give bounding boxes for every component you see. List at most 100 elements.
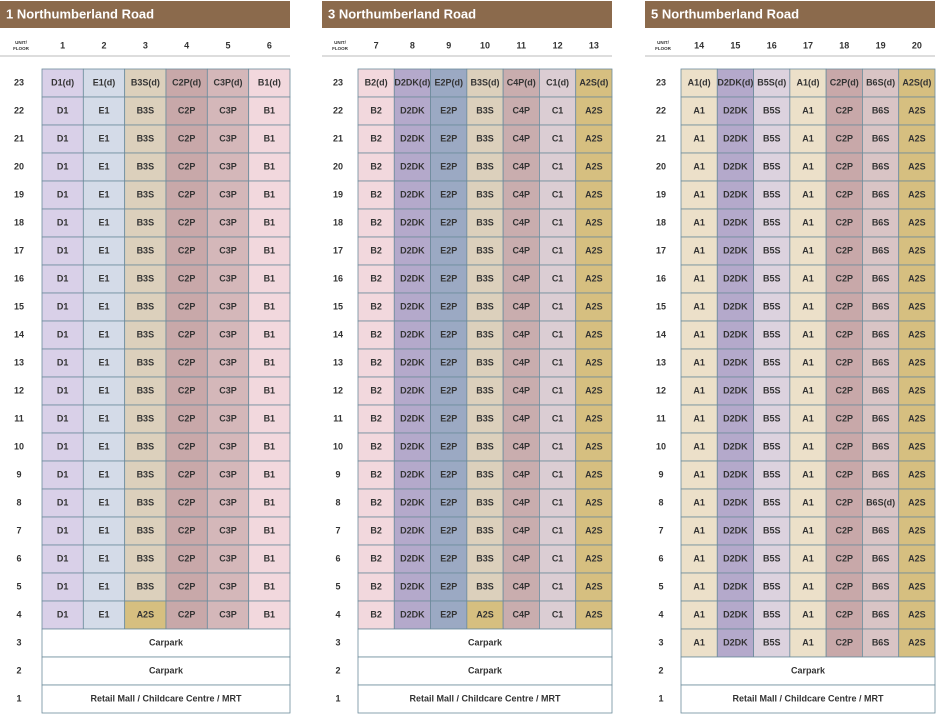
unit-type: B3S (476, 385, 494, 395)
floor-number: 16 (14, 273, 24, 283)
unit-type: B1 (264, 301, 276, 311)
unit-type: B5S (763, 105, 781, 115)
unit-cell (680, 376, 718, 406)
unit-type: B6S (872, 525, 890, 535)
unit-cell (680, 572, 718, 602)
unit-cell (248, 96, 291, 126)
unit-cell (862, 236, 900, 266)
unit-type: C3P (219, 217, 237, 227)
unit-cell (393, 348, 431, 378)
unit-cell (789, 124, 827, 154)
unit-cell (248, 376, 291, 406)
unit-type: A2S (908, 609, 926, 619)
unit-type: C3P (219, 273, 237, 283)
floor-number: 17 (656, 245, 666, 255)
unit-cell (716, 320, 754, 350)
unit-type: D1 (57, 105, 69, 115)
unit-type: B6S(d) (866, 497, 895, 507)
unit-type: B3S (476, 497, 494, 507)
unit-type: C2P (836, 609, 854, 619)
unit-cell (862, 292, 900, 322)
unit-type: C4P (513, 357, 531, 367)
unit-cell (898, 600, 936, 630)
unit-type: C4P (513, 469, 531, 479)
unit-type: D1 (57, 469, 69, 479)
floor-number: 3 (16, 637, 21, 647)
floor-number: 23 (333, 77, 343, 87)
unit-cell (753, 208, 791, 238)
unit-type: B5S (763, 161, 781, 171)
unit-type: C4P (513, 525, 531, 535)
unit-type: C2P (836, 273, 854, 283)
unit-type: A2S (585, 189, 603, 199)
unit-cell (898, 628, 936, 658)
floor-number: 18 (333, 217, 343, 227)
unit-cell (393, 376, 431, 406)
unit-type: B2 (370, 301, 382, 311)
unit-cell (393, 516, 431, 546)
unit-type: D2DK (723, 525, 748, 535)
unit-type: E1 (98, 441, 109, 451)
unit-type: D2DK (723, 217, 748, 227)
unit-number: 16 (767, 40, 777, 50)
unit-cell (41, 180, 84, 210)
unit-type: D2DK (400, 245, 425, 255)
unit-type: B3S (137, 581, 155, 591)
unit-cell (248, 152, 291, 182)
unit-type: C3P (219, 581, 237, 591)
unit-cell (575, 320, 613, 350)
unit-type: C3P (219, 189, 237, 199)
unit-type: C3P (219, 385, 237, 395)
unit-type: B3S (137, 245, 155, 255)
unit-type: D1 (57, 525, 69, 535)
unit-cell (825, 516, 863, 546)
unit-type: C2P (836, 441, 854, 451)
unit-cell (466, 460, 504, 490)
unit-cell (898, 544, 936, 574)
unit-type: B2 (370, 357, 382, 367)
floor-number: 2 (658, 665, 663, 675)
unit-type: B6S (872, 637, 890, 647)
unit-type: D1 (57, 133, 69, 143)
unit-number: 17 (803, 40, 813, 50)
unit-cell (41, 152, 84, 182)
unit-cell (124, 544, 167, 574)
unit-type: E1 (98, 105, 109, 115)
unit-cell (165, 460, 208, 490)
unit-cell (502, 348, 540, 378)
unit-type: E2P (440, 413, 457, 423)
unit-cell (789, 292, 827, 322)
unit-cell (82, 488, 126, 518)
unit-cell (466, 152, 504, 182)
unit-type: A2S (585, 301, 603, 311)
unit-type: C2P (836, 301, 854, 311)
unit-type: C4P (513, 553, 531, 563)
unit-cell (716, 348, 754, 378)
unit-type: C3P (219, 553, 237, 563)
unit-type: D1 (57, 161, 69, 171)
unit-cell (357, 320, 395, 350)
header-label: FLOOR (332, 46, 348, 51)
unit-type: A2S (137, 609, 155, 619)
unit-cell (248, 516, 291, 546)
unit-type: E2P (440, 189, 457, 199)
shared-floor (680, 656, 936, 686)
unit-type: A2S (585, 161, 603, 171)
unit-cell (825, 600, 863, 630)
unit-cell (430, 208, 468, 238)
unit-type: A1 (802, 637, 814, 647)
unit-type: E2P (440, 385, 457, 395)
unit-type: C2P (836, 581, 854, 591)
unit-cell (825, 96, 863, 126)
unit-cell (357, 404, 395, 434)
unit-cell (539, 124, 577, 154)
unit-type: E1 (98, 161, 109, 171)
unit-type: C1 (552, 413, 564, 423)
unit-type: C2P (178, 245, 196, 255)
unit-type: A1 (802, 245, 814, 255)
unit-type: B5S (763, 301, 781, 311)
unit-type: C2P (178, 609, 196, 619)
unit-type: B3S (476, 357, 494, 367)
floor-number: 10 (656, 441, 666, 451)
unit-type: A1 (693, 217, 705, 227)
